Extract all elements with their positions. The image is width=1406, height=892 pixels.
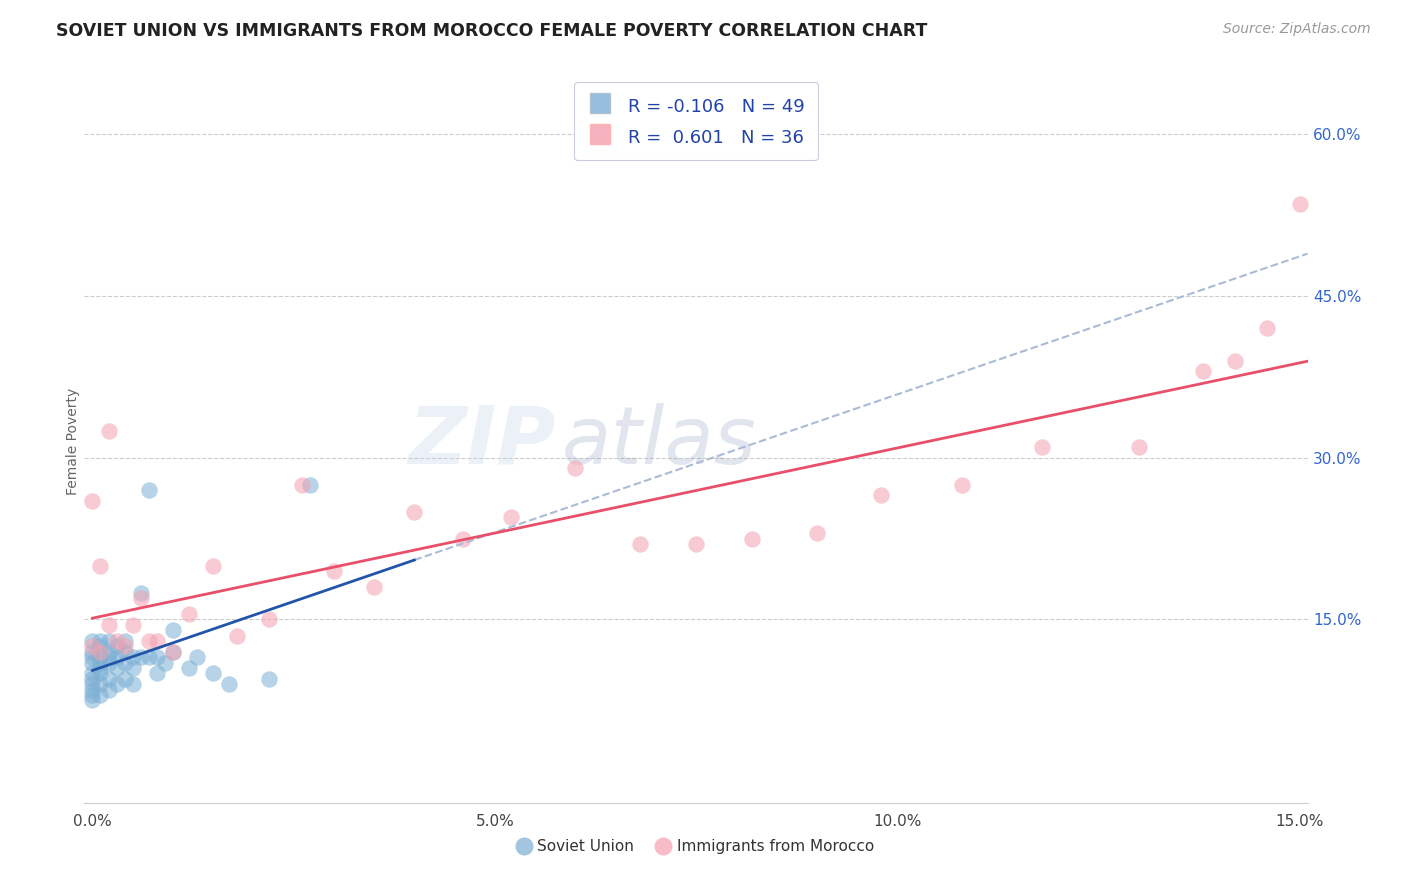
Legend: Soviet Union, Immigrants from Morocco: Soviet Union, Immigrants from Morocco: [512, 833, 880, 860]
Text: Source: ZipAtlas.com: Source: ZipAtlas.com: [1223, 22, 1371, 37]
Point: [685, 537, 707, 551]
Point: [177, 607, 200, 621]
Point: [218, 677, 240, 691]
Point: [82, 656, 104, 670]
Point: [82, 688, 104, 702]
Point: [259, 672, 281, 686]
Point: [291, 477, 314, 491]
Point: [1192, 364, 1215, 378]
Point: [97, 650, 120, 665]
Point: [870, 488, 893, 502]
Point: [741, 532, 763, 546]
Point: [129, 591, 152, 605]
Point: [114, 656, 136, 670]
Point: [177, 661, 200, 675]
Point: [89, 661, 111, 675]
Point: [129, 650, 152, 665]
Point: [404, 505, 426, 519]
Text: atlas: atlas: [561, 402, 756, 481]
Point: [146, 634, 169, 648]
Point: [146, 650, 169, 665]
Text: ZIP: ZIP: [408, 402, 555, 481]
Point: [97, 634, 120, 648]
Point: [1223, 353, 1246, 368]
Point: [89, 688, 111, 702]
Point: [97, 424, 120, 438]
Point: [82, 493, 104, 508]
Point: [105, 634, 128, 648]
Point: [138, 634, 160, 648]
Point: [138, 483, 160, 497]
Point: [162, 624, 184, 638]
Point: [82, 645, 104, 659]
Point: [82, 650, 104, 665]
Point: [89, 666, 111, 681]
Point: [82, 634, 104, 648]
Point: [97, 618, 120, 632]
Point: [153, 656, 176, 670]
Point: [89, 645, 111, 659]
Point: [564, 461, 586, 475]
Point: [114, 645, 136, 659]
Point: [451, 532, 474, 546]
Point: [146, 666, 169, 681]
Point: [89, 634, 111, 648]
Point: [97, 682, 120, 697]
Point: [114, 640, 136, 654]
Point: [322, 564, 344, 578]
Point: [298, 477, 321, 491]
Point: [1288, 197, 1310, 211]
Point: [121, 618, 143, 632]
Point: [202, 558, 225, 573]
Point: [259, 612, 281, 626]
Point: [105, 650, 128, 665]
Point: [82, 677, 104, 691]
Point: [114, 672, 136, 686]
Point: [121, 661, 143, 675]
Point: [628, 537, 651, 551]
Point: [162, 645, 184, 659]
Point: [202, 666, 225, 681]
Point: [97, 672, 120, 686]
Point: [162, 645, 184, 659]
Point: [89, 677, 111, 691]
Point: [1128, 440, 1150, 454]
Point: [363, 580, 385, 594]
Point: [114, 634, 136, 648]
Point: [89, 656, 111, 670]
Point: [89, 558, 111, 573]
Point: [82, 640, 104, 654]
Point: [186, 650, 208, 665]
Point: [97, 645, 120, 659]
Point: [121, 677, 143, 691]
Point: [129, 585, 152, 599]
Point: [82, 672, 104, 686]
Point: [806, 526, 828, 541]
Y-axis label: Female Poverty: Female Poverty: [66, 388, 80, 495]
Point: [121, 650, 143, 665]
Point: [105, 677, 128, 691]
Point: [1256, 321, 1278, 335]
Point: [89, 640, 111, 654]
Point: [105, 661, 128, 675]
Point: [89, 650, 111, 665]
Point: [1031, 440, 1053, 454]
Point: [97, 656, 120, 670]
Point: [82, 693, 104, 707]
Point: [138, 650, 160, 665]
Text: SOVIET UNION VS IMMIGRANTS FROM MOROCCO FEMALE POVERTY CORRELATION CHART: SOVIET UNION VS IMMIGRANTS FROM MOROCCO …: [56, 22, 928, 40]
Point: [105, 640, 128, 654]
Point: [499, 510, 522, 524]
Point: [226, 629, 249, 643]
Point: [82, 682, 104, 697]
Point: [950, 477, 973, 491]
Point: [82, 666, 104, 681]
